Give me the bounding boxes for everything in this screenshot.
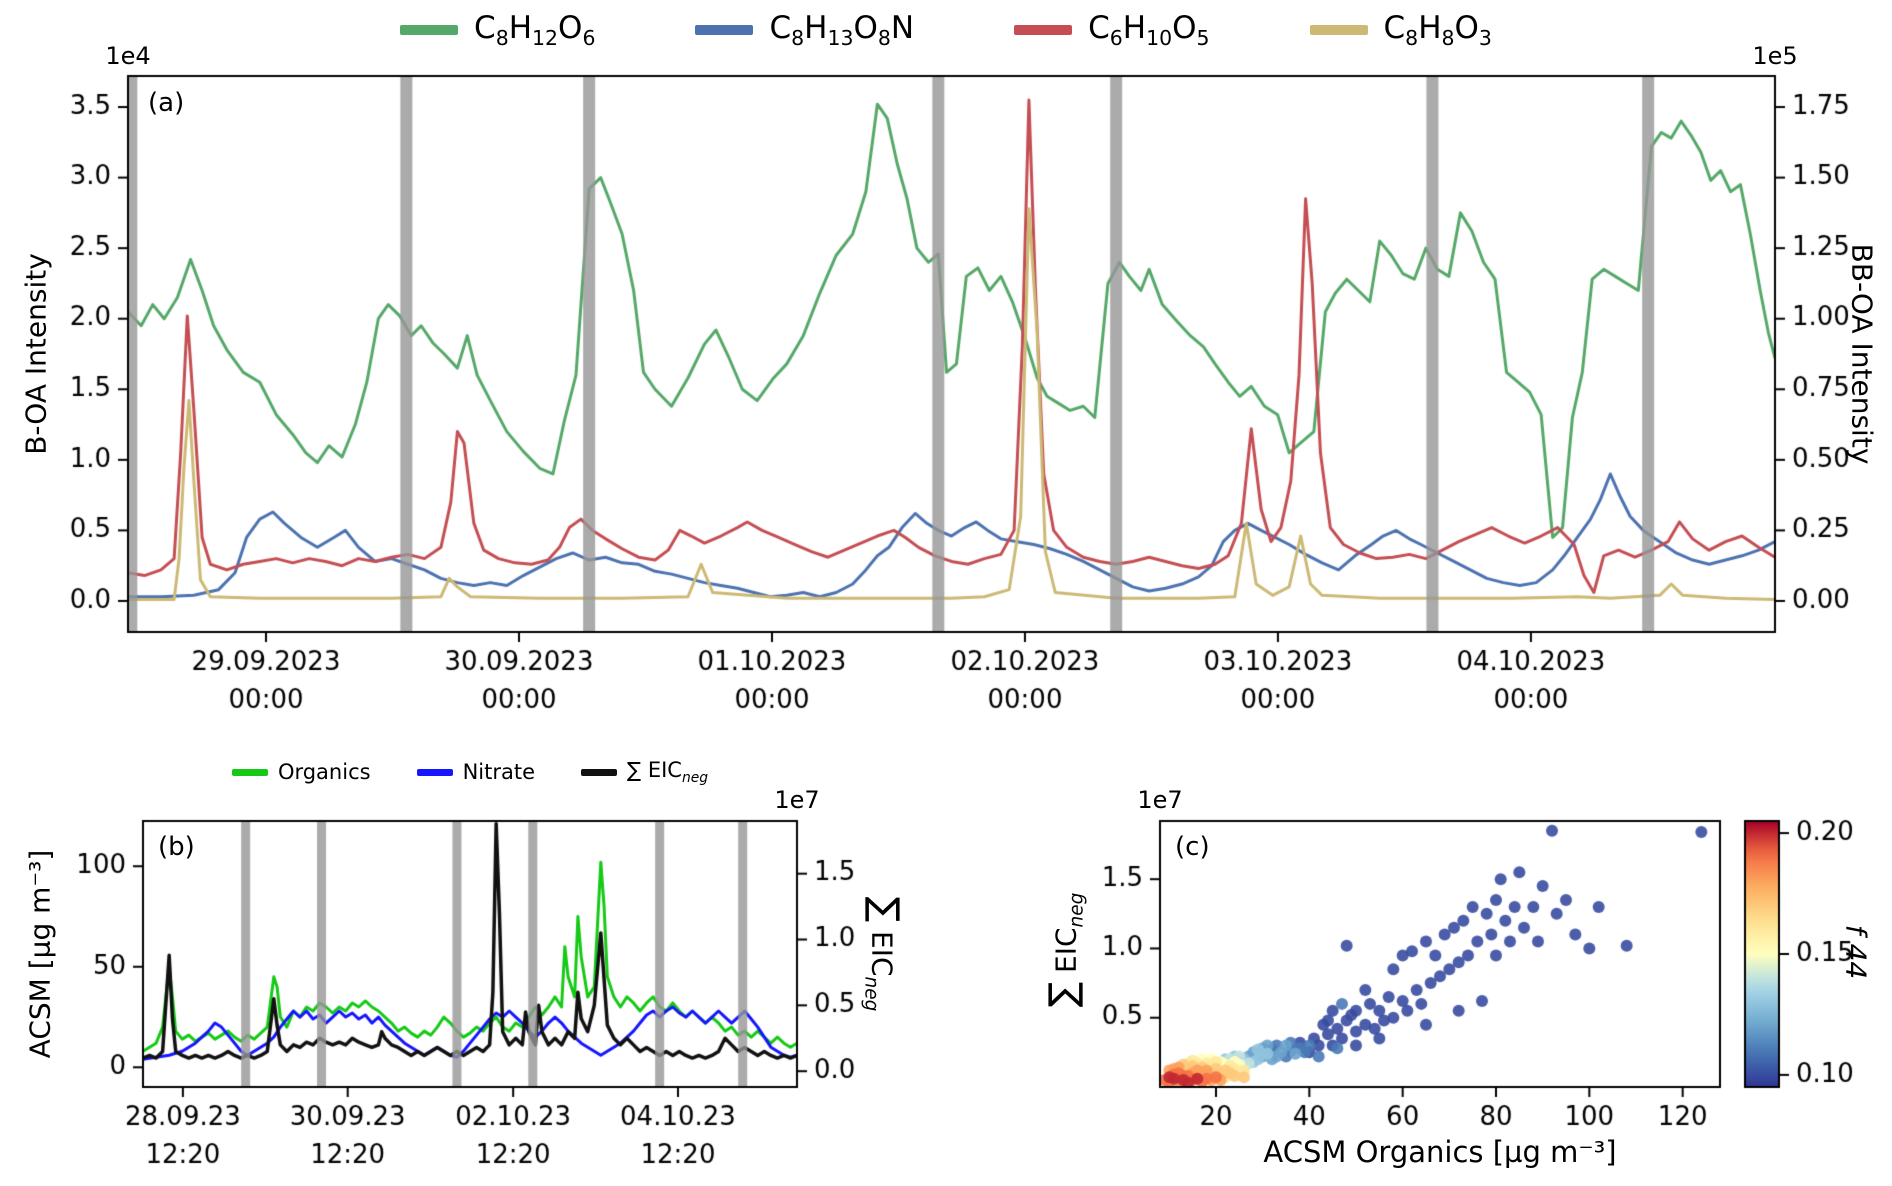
panel-a-right-offset: 1e5 (1752, 42, 1798, 70)
legend-label: C8H8O3 (1384, 10, 1492, 50)
label-part: C (1088, 10, 1110, 46)
panel-b-tag: (b) (158, 832, 195, 862)
legend-swatch (400, 25, 459, 36)
label-part: 8 (1405, 26, 1419, 51)
label-part: neg (860, 976, 882, 1012)
label-part: H (508, 10, 533, 46)
label-part: ∑ EIC (627, 758, 682, 782)
legend-item: C8H13O8N (695, 10, 914, 50)
panel-a-legend: C8H12O6 C8H13O8N C6H10O5 C8H8O3 (0, 10, 1892, 50)
label-part: 8 (1441, 26, 1455, 51)
legend-swatch (1014, 25, 1073, 36)
legend-swatch (231, 768, 268, 776)
legend-item: ∑ EICneg (581, 758, 708, 786)
panel-b-right-axis-label: ∑ EICneg (860, 896, 908, 1012)
label-part: N (890, 10, 915, 46)
label-part: neg (1066, 892, 1088, 928)
label-part: C (769, 10, 792, 46)
label-part: H (1418, 10, 1442, 46)
label-part: ∑ (1040, 981, 1085, 1008)
label-part: O (1172, 10, 1197, 46)
legend-item: Nitrate (416, 760, 535, 784)
label-part: 8 (791, 26, 805, 51)
label-part: Organics (277, 760, 371, 785)
label-part: ∑ (863, 896, 908, 923)
legend-item: C8H12O6 (400, 10, 595, 50)
label-part: 10 (1146, 26, 1173, 51)
panel-a-right-axis-label: BB-OA Intensity (1845, 243, 1879, 465)
label-part: 5 (1196, 26, 1210, 51)
legend-swatch (1309, 25, 1368, 36)
label-part: C (474, 10, 496, 46)
label-part: O (1454, 10, 1479, 46)
panel-b-legend: Organics Nitrate ∑ EICneg (143, 758, 797, 786)
panel-a-left-offset: 1e4 (105, 42, 151, 70)
panel-c-left-offset: 1e7 (1137, 786, 1183, 814)
legend-swatch (581, 768, 617, 776)
legend-label: ∑ EICneg (627, 758, 708, 786)
legend-label: C8H12O6 (474, 10, 595, 50)
legend-item: C8H8O3 (1309, 10, 1492, 50)
legend-swatch (416, 768, 453, 776)
label-part: H (1122, 10, 1147, 46)
panel-b-right-offset: 1e7 (774, 786, 820, 814)
label-part: neg (681, 770, 709, 787)
label-part: O (853, 10, 878, 46)
panel-b-left-axis-label: ACSM [µg m⁻³] (23, 849, 57, 1059)
legend-label: Nitrate (463, 760, 535, 784)
panel-a-left-axis-label: B-OA Intensity (19, 253, 53, 455)
panel-c-x-axis-label: ACSM Organics [µg m⁻³] (1263, 1135, 1617, 1169)
label-part: C (1383, 10, 1406, 46)
label-part: 12 (532, 26, 559, 51)
panel-c-y-axis-label: ∑ EICneg (1041, 892, 1088, 1008)
label-part: 3 (1478, 26, 1492, 51)
panel-a-tag: (a) (148, 88, 185, 118)
colorbar-label: f 44 (1839, 924, 1873, 980)
label-part: 6 (1109, 26, 1123, 51)
panel-c-tag: (c) (1175, 832, 1210, 862)
legend-label: C6H10O5 (1088, 10, 1209, 50)
label-part: 6 (582, 26, 596, 51)
legend-item: C6H10O5 (1014, 10, 1210, 50)
label-part: 13 (827, 26, 854, 51)
label-part: Nitrate (462, 760, 535, 785)
label-part: EIC (865, 922, 899, 977)
legend-label: Organics (278, 760, 371, 784)
label-part: H (804, 10, 828, 46)
label-part: 8 (877, 26, 891, 51)
label-part: EIC (1049, 927, 1083, 982)
label-part: 8 (495, 26, 509, 51)
legend-swatch (695, 25, 754, 36)
legend-label: C8H13O8N (769, 10, 914, 50)
legend-item: Organics (231, 760, 371, 784)
label-part: O (558, 10, 583, 46)
